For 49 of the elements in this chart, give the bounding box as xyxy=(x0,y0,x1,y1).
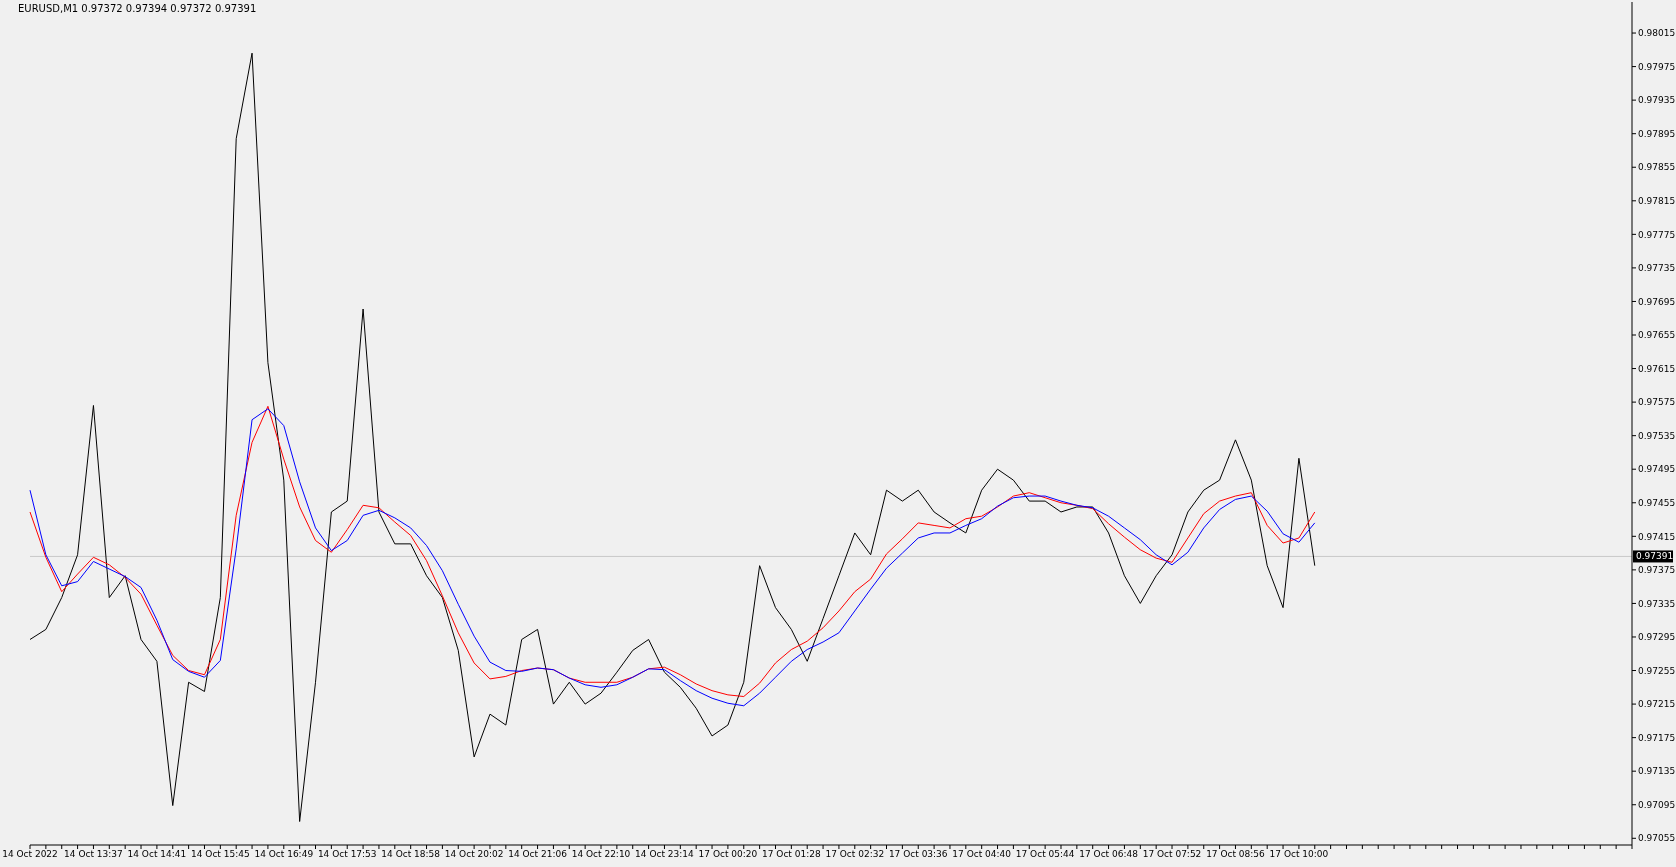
x-tick-label: 17 Oct 05:44 xyxy=(1015,849,1075,860)
y-tick-label: 0.97375 xyxy=(1638,565,1676,576)
y-tick-label: 0.97135 xyxy=(1638,766,1676,777)
y-tick-label: 0.97735 xyxy=(1638,263,1676,274)
x-tick-label: 17 Oct 00:20 xyxy=(698,849,758,860)
y-tick-label: 0.97495 xyxy=(1638,464,1676,475)
y-tick-label: 0.97055 xyxy=(1638,833,1676,844)
x-tick-label: 17 Oct 10:00 xyxy=(1269,849,1329,860)
y-tick-label: 0.97975 xyxy=(1638,61,1676,72)
line-series xyxy=(29,52,1316,823)
y-tick-label: 0.97535 xyxy=(1638,430,1676,441)
x-tick-label: 14 Oct 2022 xyxy=(2,849,58,860)
y-tick-label: 0.97175 xyxy=(1638,732,1676,743)
x-tick-label: 17 Oct 08:56 xyxy=(1206,849,1266,860)
y-tick-label: 0.97815 xyxy=(1638,195,1676,206)
x-tick-label: 14 Oct 15:45 xyxy=(191,849,250,860)
x-tick-label: 17 Oct 03:36 xyxy=(888,849,948,860)
x-tick-label: 14 Oct 20:02 xyxy=(444,849,504,860)
y-tick-label: 0.97335 xyxy=(1638,598,1676,609)
y-tick-label: 0.97455 xyxy=(1638,497,1676,508)
x-tick-label: 14 Oct 13:37 xyxy=(64,849,123,860)
chart-title: EURUSD,M1 0.97372 0.97394 0.97372 0.97391 xyxy=(18,3,257,14)
y-tick-label: 0.97615 xyxy=(1638,363,1676,374)
y-tick-label: 0.97215 xyxy=(1638,699,1676,710)
y-tick-label: 0.97415 xyxy=(1638,531,1676,542)
y-tick-label: 0.97935 xyxy=(1638,95,1676,106)
y-tick-label: 0.97295 xyxy=(1638,632,1676,643)
y-tick-label: 0.97655 xyxy=(1638,330,1676,341)
y-tick-label: 0.97095 xyxy=(1638,799,1676,810)
y-tick-label: 0.97895 xyxy=(1638,128,1676,139)
y-tick-label: 0.97695 xyxy=(1638,296,1676,307)
y-tick-label: 0.97775 xyxy=(1638,229,1676,240)
y-tick-label: 0.97575 xyxy=(1638,397,1676,408)
x-tick-label: 14 Oct 14:41 xyxy=(127,849,187,860)
x-tick-label: 14 Oct 22:10 xyxy=(571,849,631,860)
x-tick-label: 14 Oct 18:58 xyxy=(381,849,441,860)
x-tick-label: 14 Oct 21:06 xyxy=(508,849,568,860)
x-tick-label: 14 Oct 17:53 xyxy=(317,849,377,860)
x-tick-label: 14 Oct 16:49 xyxy=(254,849,314,860)
x-tick-label: 14 Oct 23:14 xyxy=(635,849,695,860)
x-tick-label: 17 Oct 04:40 xyxy=(952,849,1012,860)
x-tick-label: 17 Oct 07:52 xyxy=(1142,849,1202,860)
ref-line-label: 0.97391 xyxy=(1636,551,1674,562)
x-tick-label: 17 Oct 02:32 xyxy=(825,849,885,860)
y-tick-label: 0.97255 xyxy=(1638,665,1676,676)
x-tick-label: 17 Oct 01:28 xyxy=(762,849,821,860)
x-tick-label: 17 Oct 06:48 xyxy=(1079,849,1139,860)
y-tick-label: 0.98015 xyxy=(1638,28,1676,39)
y-tick-label: 0.97855 xyxy=(1638,162,1676,173)
